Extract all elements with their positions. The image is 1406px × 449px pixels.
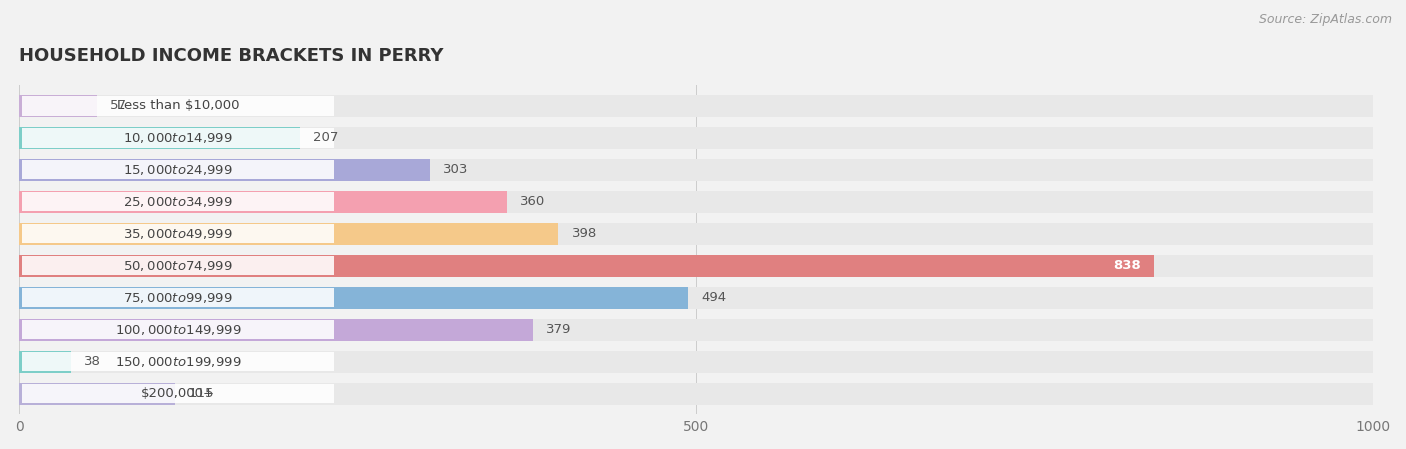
- Text: $200,000+: $200,000+: [141, 387, 215, 400]
- Bar: [20, 223, 1374, 245]
- Text: Less than $10,000: Less than $10,000: [117, 99, 239, 112]
- Text: 494: 494: [702, 291, 727, 304]
- Text: 303: 303: [443, 163, 468, 176]
- Bar: [20, 351, 1374, 373]
- Bar: [20, 223, 558, 245]
- Bar: [20, 319, 1374, 341]
- Text: 360: 360: [520, 195, 546, 208]
- Bar: [22, 288, 333, 308]
- Bar: [20, 127, 1374, 149]
- Text: $100,000 to $149,999: $100,000 to $149,999: [114, 323, 240, 337]
- Bar: [20, 191, 506, 213]
- Text: 379: 379: [546, 323, 571, 336]
- Text: $10,000 to $14,999: $10,000 to $14,999: [122, 131, 232, 145]
- Bar: [20, 95, 1374, 117]
- Bar: [20, 287, 689, 308]
- Text: $150,000 to $199,999: $150,000 to $199,999: [114, 355, 240, 369]
- Bar: [20, 127, 299, 149]
- Bar: [20, 383, 1374, 405]
- Bar: [20, 287, 1374, 308]
- Bar: [20, 351, 70, 373]
- Text: $75,000 to $99,999: $75,000 to $99,999: [122, 291, 232, 305]
- Bar: [20, 191, 1374, 213]
- Bar: [20, 255, 1154, 277]
- Bar: [20, 319, 533, 341]
- Bar: [22, 256, 333, 275]
- Text: $50,000 to $74,999: $50,000 to $74,999: [122, 259, 232, 273]
- Bar: [20, 95, 97, 117]
- Bar: [22, 320, 333, 339]
- Text: 207: 207: [314, 132, 339, 145]
- Text: $35,000 to $49,999: $35,000 to $49,999: [122, 227, 232, 241]
- Bar: [22, 384, 333, 403]
- Bar: [20, 159, 430, 181]
- Text: $15,000 to $24,999: $15,000 to $24,999: [122, 163, 232, 177]
- Bar: [20, 255, 1374, 277]
- Text: 115: 115: [188, 387, 214, 400]
- Text: 38: 38: [84, 355, 101, 368]
- Bar: [22, 352, 333, 371]
- Text: HOUSEHOLD INCOME BRACKETS IN PERRY: HOUSEHOLD INCOME BRACKETS IN PERRY: [20, 48, 444, 66]
- Bar: [22, 160, 333, 180]
- Text: 838: 838: [1112, 259, 1140, 272]
- Bar: [22, 128, 333, 148]
- Text: 398: 398: [572, 227, 598, 240]
- Text: 57: 57: [110, 99, 127, 112]
- Text: Source: ZipAtlas.com: Source: ZipAtlas.com: [1258, 13, 1392, 26]
- Bar: [22, 192, 333, 211]
- Bar: [20, 383, 176, 405]
- Text: $25,000 to $34,999: $25,000 to $34,999: [122, 195, 232, 209]
- Bar: [22, 224, 333, 243]
- Bar: [22, 97, 333, 115]
- Bar: [20, 159, 1374, 181]
